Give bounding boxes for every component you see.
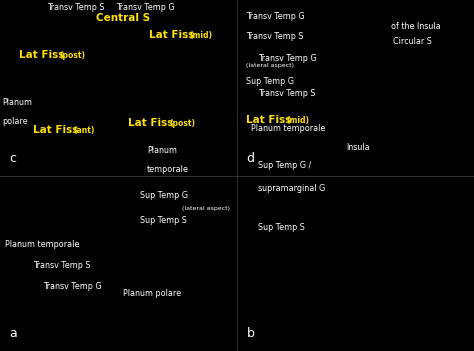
Text: Insula: Insula [346,143,370,152]
Text: supramarginal G: supramarginal G [258,184,326,193]
Text: c: c [9,152,17,165]
Text: Lat Fiss: Lat Fiss [128,118,173,128]
Text: Sup Temp G: Sup Temp G [140,191,188,200]
Text: (post): (post) [59,51,85,60]
Text: Lat Fiss: Lat Fiss [19,50,64,60]
Text: Transv Temp S: Transv Temp S [33,261,91,270]
Text: Planum polare: Planum polare [123,289,182,298]
Text: Transv Temp G: Transv Temp G [43,282,101,291]
Text: (mid): (mid) [287,115,310,125]
Text: (lateral aspect): (lateral aspect) [182,206,230,211]
Text: Central S: Central S [96,13,150,23]
Text: Sup Temp S: Sup Temp S [140,216,187,225]
Text: Sup Temp G: Sup Temp G [246,77,294,86]
Text: b: b [246,327,255,340]
Text: temporale: temporale [147,165,189,174]
Text: Planum: Planum [2,98,32,107]
Text: of the Insula: of the Insula [391,22,441,31]
Text: Lat Fiss: Lat Fiss [33,125,79,135]
Text: a: a [9,327,17,340]
Text: Planum temporale: Planum temporale [5,240,79,249]
Text: Circular S: Circular S [393,37,432,46]
Text: (post): (post) [170,119,196,128]
Text: Lat Fiss: Lat Fiss [246,115,292,125]
Text: Transv Temp G: Transv Temp G [258,54,317,63]
Text: Planum: Planum [147,146,177,155]
Text: polare: polare [2,117,28,126]
Text: Transv Temp S: Transv Temp S [246,32,304,41]
Text: Transv Temp S: Transv Temp S [47,3,105,12]
Text: Transv Temp G: Transv Temp G [116,3,175,12]
Text: Transv Temp G: Transv Temp G [246,12,305,21]
Text: Planum temporale: Planum temporale [251,124,326,133]
Text: Sup Temp G /: Sup Temp G / [258,161,311,170]
Text: (mid): (mid) [190,31,213,40]
Text: Lat Fiss: Lat Fiss [149,31,195,40]
Text: Sup Temp S: Sup Temp S [258,223,305,232]
Text: (ant): (ant) [73,126,95,135]
Text: Transv Temp S: Transv Temp S [258,89,316,98]
Text: d: d [246,152,255,165]
Text: (lateral aspect): (lateral aspect) [246,64,294,68]
